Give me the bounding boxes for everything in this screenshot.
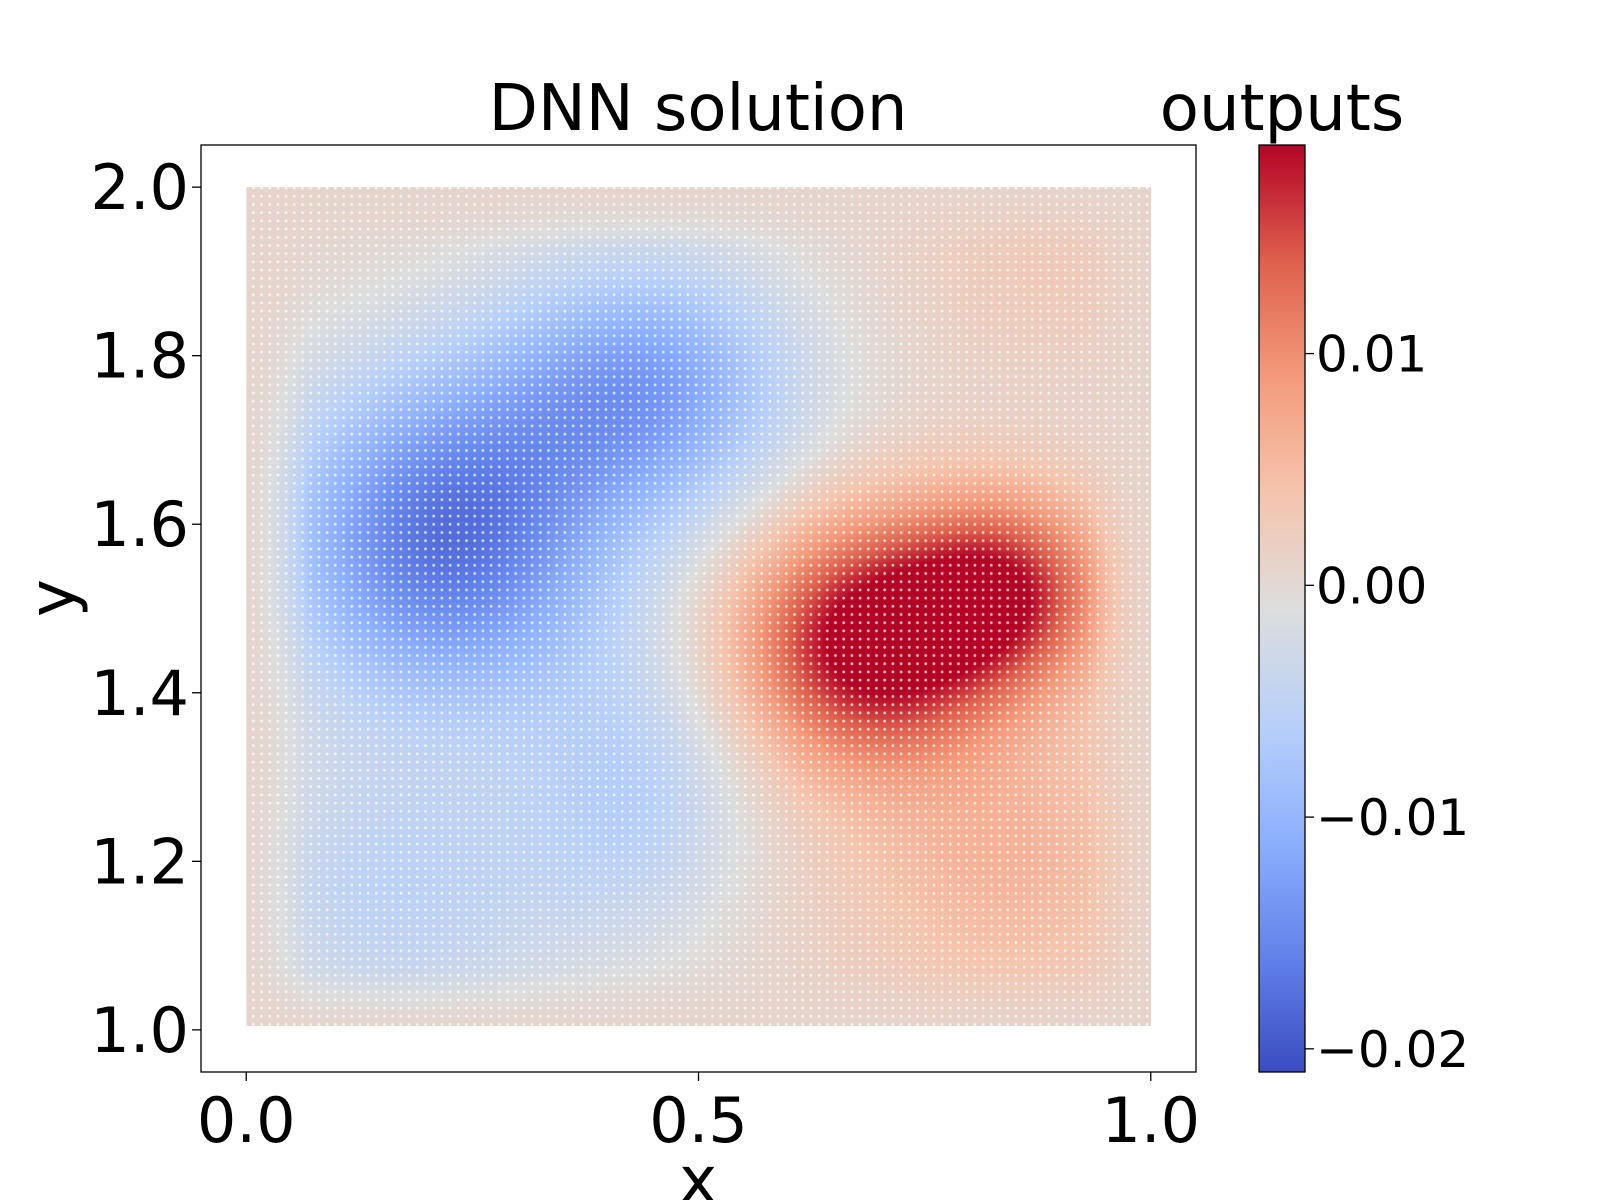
colorbar-label: outputs <box>1160 72 1404 146</box>
colorbar-ticks: −0.02 −0.01 0.00 0.01 <box>1305 326 1469 1079</box>
colorbar-frame <box>1258 144 1306 1073</box>
x-tick-label: 0.5 <box>649 1084 748 1157</box>
x-axis-label: x <box>679 1144 717 1200</box>
chart-title: DNN solution <box>489 72 908 146</box>
y-tick-label: 1.0 <box>90 994 189 1067</box>
y-tick-label: 1.6 <box>90 488 189 561</box>
y-axis-label: y <box>16 579 90 617</box>
colorbar-tick-label: 0.00 <box>1316 557 1427 615</box>
x-axis-ticks: 0.0 0.5 1.0 <box>197 1072 1200 1157</box>
colorbar-tick-label: −0.02 <box>1316 1021 1469 1079</box>
colorbar-tick-label: 0.01 <box>1316 326 1427 384</box>
y-tick-label: 1.8 <box>90 320 189 393</box>
y-tick-label: 1.2 <box>90 825 189 898</box>
colorbar <box>1259 145 1305 1072</box>
y-axis-ticks: 1.0 1.2 1.4 1.6 1.8 2.0 <box>90 151 201 1067</box>
x-tick-label: 1.0 <box>1101 1084 1200 1157</box>
x-tick-label: 0.0 <box>197 1084 296 1157</box>
y-tick-label: 1.4 <box>90 657 189 730</box>
y-tick-label: 2.0 <box>90 151 189 224</box>
colorbar-tick-label: −0.01 <box>1316 789 1469 847</box>
sample-point-grid <box>241 184 1151 1026</box>
